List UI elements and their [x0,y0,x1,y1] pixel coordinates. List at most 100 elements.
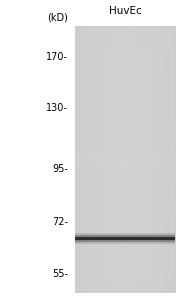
Bar [75,244,175,248]
Bar [75,288,175,293]
Bar [169,26,171,292]
Bar [119,26,120,292]
Bar [82,26,84,292]
Bar [75,115,175,119]
Bar [172,26,174,292]
Bar [75,70,175,75]
Bar [75,195,175,199]
Bar [75,48,175,52]
Bar [95,26,97,292]
Bar [170,26,172,292]
Bar [139,26,141,292]
Bar [75,238,175,242]
Bar [145,26,147,292]
Bar [75,186,175,190]
Bar [110,26,112,292]
Bar [75,141,175,146]
Bar [137,26,139,292]
Bar [97,26,99,292]
Text: 95-: 95- [52,164,68,174]
Bar [114,26,115,292]
Bar [75,159,175,164]
Bar [164,26,166,292]
Text: 55-: 55- [52,269,68,279]
Bar [75,233,175,237]
Bar [75,284,175,288]
Bar [80,26,82,292]
Bar [89,26,90,292]
Bar [75,92,175,97]
Text: 130-: 130- [46,103,68,113]
Bar [149,26,151,292]
Bar [160,26,162,292]
Bar [147,26,149,292]
Bar [167,26,169,292]
Bar [79,26,80,292]
Bar [102,26,104,292]
Bar [75,132,175,137]
Bar [75,266,175,271]
Bar [75,217,175,222]
Bar [75,30,175,35]
Bar [75,226,175,230]
Bar [94,26,95,292]
Bar [75,83,175,88]
Bar [75,43,175,48]
Bar [75,137,175,142]
Bar [130,26,132,292]
Bar [75,66,175,70]
Bar [75,208,175,213]
Bar [75,235,175,238]
Bar [90,26,92,292]
Bar [120,26,122,292]
Bar [75,146,175,150]
Bar [109,26,110,292]
Bar [75,177,175,182]
Bar [75,79,175,84]
Bar [127,26,129,292]
Bar [75,172,175,177]
Bar [134,26,136,292]
Bar [75,88,175,92]
Bar [75,199,175,204]
Bar [99,26,100,292]
Bar [87,26,89,292]
Bar [75,212,175,217]
Bar [75,154,175,159]
Bar [117,26,119,292]
Bar [140,26,142,292]
Bar [75,257,175,262]
Bar [174,26,176,292]
Bar [75,52,175,57]
Bar [162,26,164,292]
Bar [115,26,117,292]
Bar [75,168,175,173]
Text: (kD): (kD) [47,13,68,22]
Bar [129,26,130,292]
Bar [75,230,175,235]
Bar [104,26,105,292]
Bar [122,26,124,292]
Bar [75,221,175,226]
Bar [75,119,175,124]
Bar [75,237,175,240]
Bar [75,237,175,240]
Text: 72-: 72- [52,217,68,227]
Bar [75,61,175,66]
Bar [75,110,175,115]
Bar [75,235,175,239]
Bar [152,26,154,292]
Bar [75,279,175,284]
Bar [112,26,114,292]
Bar [84,26,85,292]
Bar [155,26,157,292]
Bar [165,26,167,292]
Bar [75,270,175,275]
Bar [150,26,152,292]
Bar [75,74,175,79]
Bar [75,26,175,30]
Bar [75,164,175,168]
Bar [144,26,146,292]
Bar [75,101,175,106]
Bar [75,34,175,39]
